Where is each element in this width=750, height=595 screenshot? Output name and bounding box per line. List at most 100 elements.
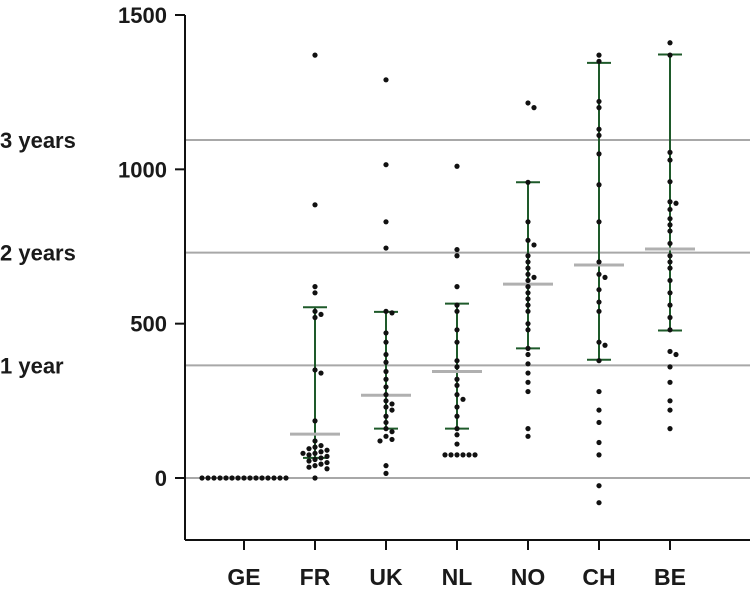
- axes: [175, 14, 750, 550]
- data-point: [667, 327, 673, 333]
- data-point: [525, 302, 531, 308]
- data-point: [525, 379, 531, 385]
- data-point: [472, 452, 478, 458]
- data-point: [667, 157, 673, 163]
- data-point: [454, 284, 460, 290]
- data-point: [667, 364, 673, 370]
- data-point: [318, 461, 324, 467]
- data-point: [525, 265, 531, 271]
- data-point: [667, 407, 673, 413]
- data-point: [312, 284, 318, 290]
- data-point: [596, 126, 602, 132]
- data-point: [454, 246, 460, 253]
- y-tick-label: 1000: [118, 157, 167, 182]
- data-point: [525, 179, 531, 185]
- data-point: [442, 452, 448, 458]
- data-point: [525, 253, 531, 259]
- x-tick-label: NO: [511, 564, 546, 590]
- data-point: [596, 439, 602, 446]
- data-point: [667, 277, 673, 284]
- data-point: [312, 438, 318, 444]
- data-point: [454, 327, 460, 333]
- y-tick-label: 1500: [118, 3, 167, 28]
- data-point: [454, 376, 460, 382]
- data-point: [318, 311, 324, 318]
- labels: 1 year 2 years 3 years 0 500 1000 1500 GE FR UK NL…: [0, 3, 686, 590]
- data-point: [667, 302, 673, 308]
- data-point: [383, 413, 389, 419]
- data-point: [312, 456, 318, 463]
- data-point: [241, 475, 247, 481]
- reference-label: 1 year: [0, 353, 64, 378]
- data-point: [525, 370, 531, 376]
- data-point: [596, 339, 602, 345]
- data-point: [525, 219, 531, 225]
- data-point: [673, 200, 679, 206]
- data-point: [235, 475, 241, 481]
- data-point: [454, 358, 460, 364]
- data-point: [525, 361, 531, 367]
- data-point: [596, 58, 602, 64]
- data-point: [667, 314, 673, 321]
- data-points: [199, 40, 679, 506]
- data-point: [596, 259, 602, 265]
- data-point: [377, 438, 383, 444]
- data-point: [383, 330, 389, 336]
- reference-label: 2 years: [0, 241, 76, 266]
- data-point: [454, 253, 460, 259]
- data-point: [531, 105, 537, 111]
- data-point: [318, 370, 324, 376]
- data-point: [383, 463, 389, 469]
- data-point: [525, 426, 531, 432]
- data-point: [667, 265, 673, 271]
- data-point: [525, 433, 531, 439]
- data-point: [318, 442, 324, 449]
- data-point: [383, 245, 389, 251]
- data-point: [596, 299, 602, 305]
- data-point: [667, 398, 673, 404]
- data-point: [673, 351, 679, 358]
- data-point: [306, 464, 312, 470]
- data-point: [667, 426, 673, 432]
- data-point: [312, 444, 318, 450]
- data-point: [383, 433, 389, 439]
- x-tick-label: GE: [227, 564, 260, 590]
- data-point: [389, 436, 395, 443]
- data-point: [205, 475, 211, 481]
- data-point: [525, 327, 531, 333]
- data-point: [448, 452, 454, 458]
- data-point: [460, 452, 466, 458]
- data-point: [525, 345, 531, 351]
- data-point: [454, 432, 460, 438]
- data-point: [383, 368, 389, 375]
- data-point: [602, 274, 608, 280]
- data-point: [229, 475, 235, 481]
- x-tick-label: BE: [654, 564, 686, 590]
- data-point: [454, 441, 460, 447]
- data-point: [596, 419, 602, 426]
- data-point: [454, 364, 460, 370]
- data-point: [247, 475, 253, 481]
- y-tick-label: 500: [130, 312, 167, 337]
- data-point: [318, 449, 324, 455]
- data-point: [596, 52, 602, 58]
- data-point: [324, 466, 330, 472]
- data-point: [596, 287, 602, 293]
- data-point: [596, 182, 602, 188]
- data-point: [383, 308, 389, 314]
- data-point: [525, 308, 531, 314]
- data-point: [383, 339, 389, 345]
- reference-label: 3 years: [0, 128, 76, 153]
- data-point: [300, 450, 306, 456]
- data-point: [454, 392, 460, 398]
- data-point: [454, 452, 460, 458]
- data-point: [312, 450, 318, 456]
- data-point: [525, 259, 531, 265]
- data-point: [667, 199, 673, 205]
- x-tick-label: FR: [300, 564, 331, 590]
- data-point: [525, 100, 531, 106]
- data-point: [667, 290, 673, 296]
- data-point: [454, 413, 460, 419]
- data-point: [454, 339, 460, 345]
